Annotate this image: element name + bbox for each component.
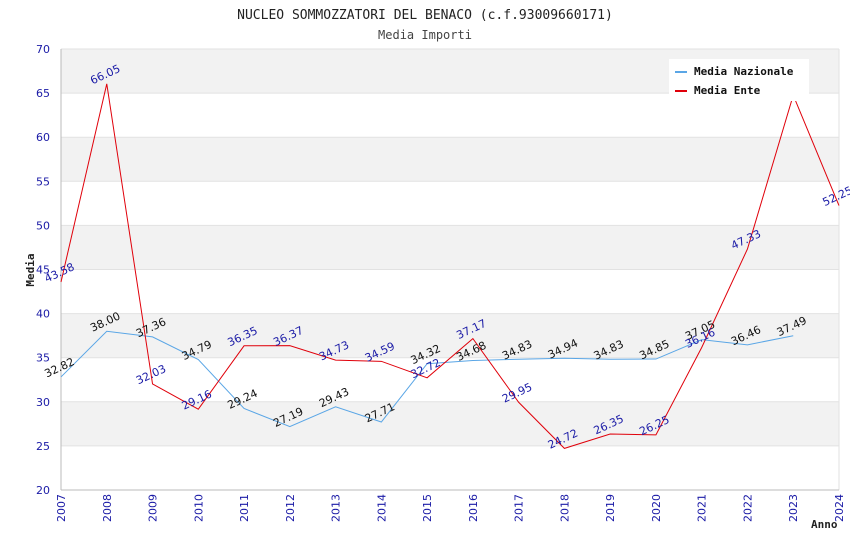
- y-tick-label: 20: [36, 484, 50, 497]
- y-tick-label: 50: [36, 219, 50, 232]
- x-tick-label: 2019: [604, 494, 617, 522]
- x-tick-label: 2016: [467, 494, 480, 522]
- plot-background: [61, 49, 839, 490]
- x-tick-label: 2023: [787, 494, 800, 522]
- x-tick-label: 2022: [741, 494, 754, 522]
- x-tick-label: 2015: [421, 494, 434, 522]
- plot-band: [61, 401, 839, 446]
- legend-label-nazionale: Media Nazionale: [694, 65, 794, 78]
- series-line-nazionale: [60, 330, 794, 428]
- x-tick-label: 2018: [558, 494, 571, 522]
- x-tick-label: 2017: [513, 494, 526, 522]
- legend-label-ente: Media Ente: [694, 84, 761, 97]
- x-tick-label: 2007: [55, 494, 68, 522]
- legend-box: [669, 59, 809, 101]
- legend: Media Nazionale Media Ente: [669, 59, 809, 101]
- y-tick-label: 35: [36, 352, 50, 365]
- x-tick-label: 2014: [375, 494, 388, 522]
- series-line-ente: [60, 83, 840, 449]
- plot-band: [61, 137, 839, 182]
- y-tick-label: 60: [36, 131, 50, 144]
- chart-subtitle: Media Importi: [378, 28, 472, 42]
- plot-band: [61, 313, 839, 358]
- y-tick-labels: 20 25 30 35 40 45 50 55 60 65 70: [36, 43, 50, 497]
- series-lines: [60, 83, 840, 449]
- x-tick-label: 2020: [650, 494, 663, 522]
- x-tick-label: 2010: [192, 494, 205, 522]
- plot-band: [61, 225, 839, 270]
- x-tick-label: 2008: [101, 494, 114, 522]
- plot-band: [61, 269, 839, 314]
- y-tick-label: 25: [36, 440, 50, 453]
- y-tick-label: 45: [36, 264, 50, 277]
- y-tick-label: 30: [36, 396, 50, 409]
- y-tick-label: 70: [36, 43, 50, 56]
- x-tick-label: 2013: [330, 494, 343, 522]
- x-tick-label: 2024: [833, 494, 846, 522]
- y-axis-label: Media: [24, 253, 37, 286]
- x-tick-labels: 2007 2008 2009 2010 2011 2012 2013 2014 2015 2016…: [55, 494, 846, 522]
- x-tick-label: 2021: [696, 494, 709, 522]
- y-tick-label: 40: [36, 308, 50, 321]
- plot-band: [61, 357, 839, 402]
- plot-band: [61, 181, 839, 226]
- chart-title: NUCLEO SOMMOZZATORI DEL BENACO (c.f.9300…: [237, 8, 613, 23]
- x-tick-label: 2012: [284, 494, 297, 522]
- y-tick-label: 65: [36, 87, 50, 100]
- x-tick-label: 2009: [147, 494, 160, 522]
- x-axis-label: Anno: [811, 518, 838, 531]
- x-tick-label: 2011: [238, 494, 251, 522]
- plot-band: [61, 445, 839, 490]
- y-tick-label: 55: [36, 175, 50, 188]
